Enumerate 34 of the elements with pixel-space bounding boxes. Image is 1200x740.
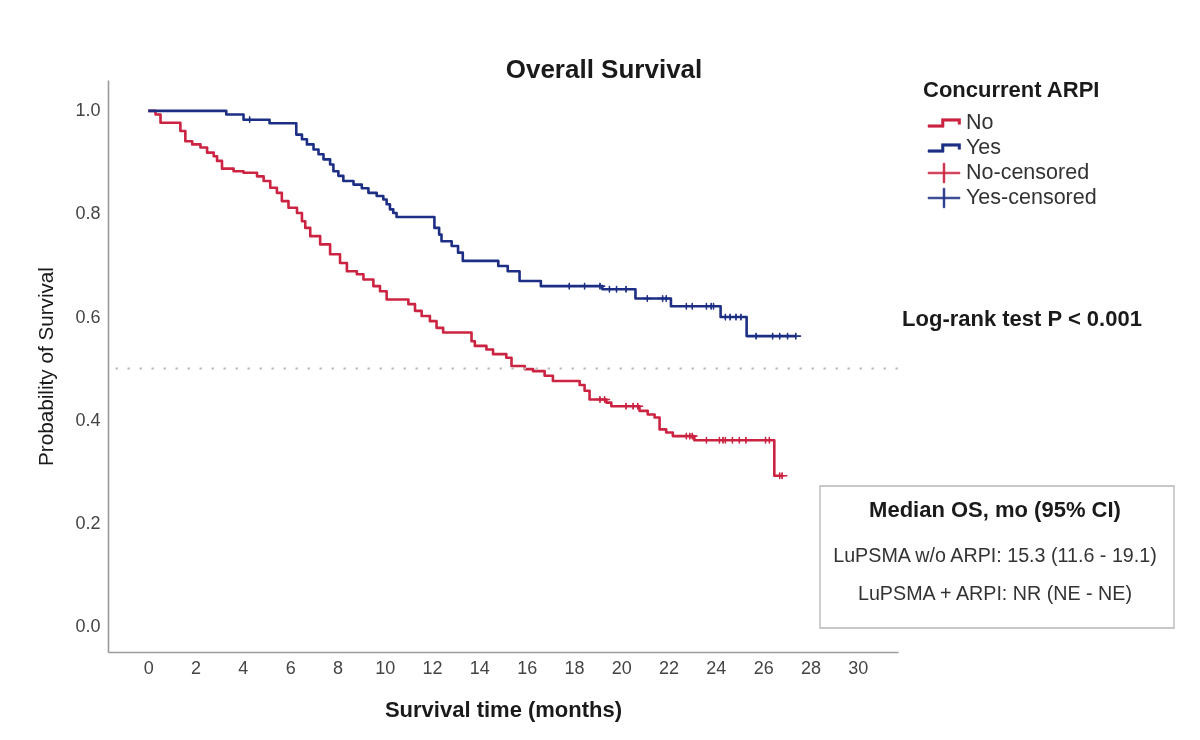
y-tick-label: 0.0 xyxy=(75,615,101,636)
x-tick-label: 12 xyxy=(422,657,443,678)
y-axis-title: Probability of Survival xyxy=(34,267,58,466)
y-tick-label: 0.6 xyxy=(75,306,101,327)
x-tick-label: 6 xyxy=(285,657,296,678)
chart-title: Overall Survival xyxy=(505,54,703,84)
legend-label: Yes xyxy=(966,135,1002,159)
x-axis-title: Survival time (months) xyxy=(384,696,623,722)
legend-label: No xyxy=(966,110,994,134)
x-tick-label: 18 xyxy=(564,657,585,678)
y-tick-label: 1.0 xyxy=(75,100,101,121)
x-tick-label: 24 xyxy=(706,657,727,678)
legend-label: No-censored xyxy=(966,160,1090,184)
x-tick-label: 16 xyxy=(517,657,538,678)
x-tick-label: 4 xyxy=(238,657,249,678)
annotation: LuPSMA w/o ARPI: 15.3 (11.6 - 19.1) xyxy=(833,544,1157,566)
x-tick-label: 10 xyxy=(375,657,396,678)
x-tick-label: 20 xyxy=(611,657,632,678)
legend-label: Yes-censored xyxy=(966,185,1097,209)
x-tick-label: 26 xyxy=(753,657,774,678)
x-tick-label: 2 xyxy=(191,657,202,678)
x-tick-label: 0 xyxy=(143,657,154,678)
x-tick-label: 30 xyxy=(848,657,869,678)
x-tick-label: 28 xyxy=(800,657,821,678)
y-tick-label: 0.4 xyxy=(75,409,101,430)
x-tick-label: 8 xyxy=(332,657,343,678)
annotation: LuPSMA + ARPI: NR (NE - NE) xyxy=(857,582,1133,604)
y-tick-label: 0.2 xyxy=(75,512,101,533)
y-tick-label: 0.8 xyxy=(75,203,101,224)
legend-title: Concurrent ARPI xyxy=(923,77,1100,102)
text: Log-rank test P < 0.001 xyxy=(902,306,1142,331)
x-tick-label: 22 xyxy=(659,657,680,678)
annotation: Median OS, mo (95% CI) xyxy=(869,497,1121,522)
x-tick-label: 14 xyxy=(469,657,490,678)
